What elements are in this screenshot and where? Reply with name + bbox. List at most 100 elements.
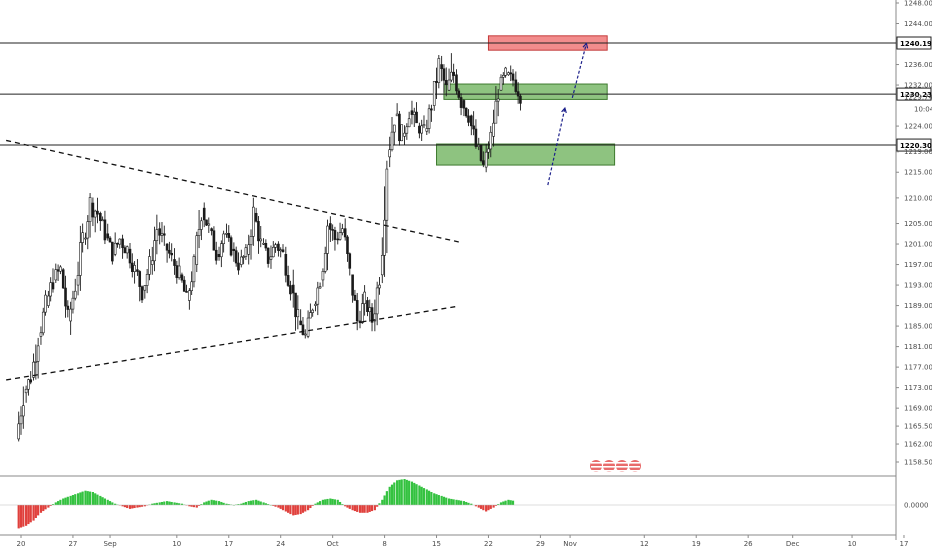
candle-body <box>27 380 29 390</box>
oscillator-bar <box>285 505 287 512</box>
candle-body <box>443 69 445 81</box>
candle-body <box>67 306 69 309</box>
oscillator-bar <box>322 500 324 505</box>
candle-body <box>22 406 24 416</box>
oscillator-bar <box>337 500 339 505</box>
candle-body <box>218 254 220 256</box>
candle-body <box>161 234 163 236</box>
candle-body <box>450 72 452 80</box>
candle-body <box>344 229 346 237</box>
oscillator-bar <box>223 503 225 505</box>
oscillator-bar <box>304 505 306 512</box>
candle-body <box>304 334 306 335</box>
candle-body <box>213 231 215 250</box>
oscillator-bar <box>27 505 29 524</box>
candle-body <box>97 211 99 214</box>
candle-body <box>178 266 180 278</box>
candle-body <box>255 213 257 221</box>
candle-body <box>171 253 173 255</box>
candle-body <box>433 81 435 105</box>
oscillator-bar <box>89 492 91 505</box>
oscillator-bar <box>339 502 341 505</box>
candle-body <box>517 92 519 97</box>
oscillator-bar <box>393 482 395 505</box>
candle-body <box>196 236 198 265</box>
oscillator-bar <box>376 505 378 507</box>
oscillator-bar <box>297 505 299 515</box>
candle-body <box>257 221 259 241</box>
candle-body <box>482 161 484 165</box>
oscillator-bar <box>430 492 432 505</box>
oscillator-bar <box>294 505 296 515</box>
candle-body <box>114 243 116 254</box>
candle-body <box>37 346 39 361</box>
candle-body <box>228 233 230 237</box>
candle-body <box>40 333 42 337</box>
oscillator-bar <box>374 505 376 510</box>
candle-body <box>159 229 161 236</box>
candle-body <box>94 211 96 217</box>
oscillator-bar <box>92 492 94 505</box>
x-tick-label: Sep <box>103 540 117 548</box>
oscillator-bar <box>302 505 304 513</box>
candle-body <box>124 248 126 253</box>
oscillator-bar <box>22 505 24 527</box>
candle-body <box>307 318 309 336</box>
candle-body <box>515 80 517 92</box>
candle-body <box>70 309 72 321</box>
oscillator-bar <box>391 485 393 505</box>
oscillator-bar <box>361 505 363 513</box>
candle-body <box>35 361 37 362</box>
candle-body <box>265 243 267 248</box>
oscillator-bar <box>82 492 84 505</box>
oscillator-bar <box>111 502 113 505</box>
candle-body <box>206 220 208 225</box>
x-tick-label: 17 <box>224 540 233 548</box>
y-tick-label: 1177.000 <box>904 364 932 372</box>
oscillator-bar <box>47 505 49 508</box>
candle-body <box>65 288 67 306</box>
candle-body <box>480 145 482 160</box>
candle-body <box>129 249 131 263</box>
candle-body <box>111 242 113 261</box>
candle-body <box>406 127 408 133</box>
oscillator-bar <box>408 481 410 505</box>
oscillator-bar <box>87 491 89 505</box>
oscillator-bar <box>329 499 331 506</box>
oscillator-bar <box>168 502 170 505</box>
candle-body <box>309 313 311 318</box>
oscillator-bar <box>502 502 504 505</box>
oscillator-bar <box>248 501 250 505</box>
candle-body <box>102 220 104 221</box>
candle-body <box>176 266 178 278</box>
candle-body <box>275 245 277 248</box>
oscillator-bar <box>173 502 175 505</box>
candle-body <box>272 247 274 256</box>
candle-body <box>42 312 44 333</box>
support-zone <box>437 144 615 165</box>
candle-body <box>287 275 289 285</box>
oscillator-bar <box>178 503 180 505</box>
candle-body <box>339 233 341 240</box>
oscillator-bar <box>309 505 311 508</box>
oscillator-bar <box>32 505 34 521</box>
countdown-label: 10:04 <box>914 106 932 114</box>
oscillator-bar <box>107 500 109 505</box>
oscillator-bar <box>59 500 61 505</box>
candle-body <box>495 101 497 123</box>
candle-body <box>458 91 460 98</box>
candle-body <box>401 125 403 141</box>
candle-body <box>411 111 413 115</box>
candle-body <box>465 108 467 116</box>
x-tick-label: 19 <box>692 540 701 548</box>
candle-body <box>223 234 225 244</box>
candle-body <box>25 389 27 393</box>
candle-body <box>438 58 440 82</box>
oscillator-bar <box>129 505 131 509</box>
candle-body <box>475 129 477 147</box>
oscillator-bar <box>458 500 460 505</box>
candle-body <box>50 283 52 296</box>
oscillator-bar <box>292 505 294 515</box>
candle-body <box>277 244 279 251</box>
